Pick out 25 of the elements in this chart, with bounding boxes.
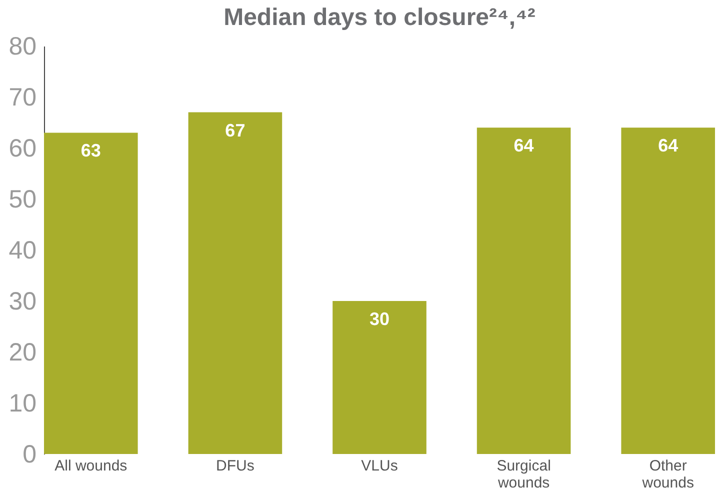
bar xyxy=(476,128,571,454)
y-tick-label: 10 xyxy=(8,390,36,418)
y-tick-label: 20 xyxy=(8,338,36,366)
data-label: 30 xyxy=(369,309,390,329)
chart-title: Median days to closure²⁴,⁴² xyxy=(224,4,536,31)
y-tick-label: 0 xyxy=(22,440,36,468)
y-tick-label: 30 xyxy=(8,288,36,316)
bar xyxy=(44,132,138,454)
bar xyxy=(332,301,426,454)
bar xyxy=(188,112,282,454)
x-tick-label: Surgical wounds xyxy=(496,458,551,492)
data-label: 67 xyxy=(225,120,246,140)
y-tick-label: 70 xyxy=(8,84,36,112)
x-tick-label: VLUs xyxy=(361,458,398,474)
y-tick-label: 60 xyxy=(8,134,36,162)
data-label: 64 xyxy=(658,136,678,156)
data-label: 63 xyxy=(80,140,101,161)
y-tick-label: 40 xyxy=(8,236,36,264)
data-label: 64 xyxy=(514,136,534,156)
x-tick-label: DFUs xyxy=(216,458,254,474)
bar xyxy=(621,128,715,454)
y-tick-label: 80 xyxy=(8,32,36,60)
x-tick-label: Other wounds xyxy=(641,458,694,492)
x-tick-label: All wounds xyxy=(54,458,128,474)
y-tick-label: 50 xyxy=(8,186,36,214)
